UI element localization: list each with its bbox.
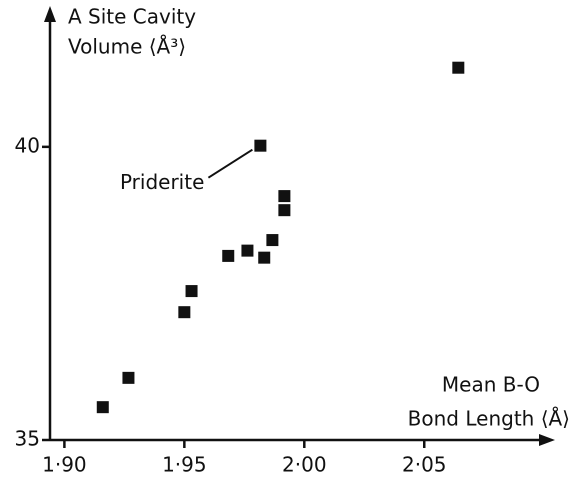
x-arrow (539, 434, 555, 446)
x-label: Mean B-O (442, 373, 540, 397)
x-tick-label: 1·90 (42, 453, 87, 477)
point (222, 249, 235, 262)
point (452, 61, 465, 74)
point (278, 190, 291, 203)
point (266, 234, 279, 247)
y-tick-label: 40 (15, 133, 40, 157)
x-tick-label: 1·95 (162, 453, 207, 477)
point (96, 401, 109, 414)
point (278, 204, 291, 217)
point (122, 371, 135, 384)
annotation: Priderite (120, 170, 204, 194)
y-label: Volume ⟨Å³⟩ (68, 35, 186, 59)
point (241, 244, 254, 257)
x-label: Bond Length ⟨Å⟩ (408, 407, 570, 431)
y-tick-label: 35 (15, 427, 40, 451)
y-arrow (44, 6, 56, 22)
x-tick-label: 2·05 (402, 453, 447, 477)
y-label: A Site Cavity (68, 5, 196, 29)
point (254, 139, 267, 152)
x-tick-label: 2·00 (282, 453, 327, 477)
annotation-leader (207, 148, 253, 179)
point (258, 251, 271, 264)
point (185, 285, 198, 298)
point (178, 306, 191, 319)
